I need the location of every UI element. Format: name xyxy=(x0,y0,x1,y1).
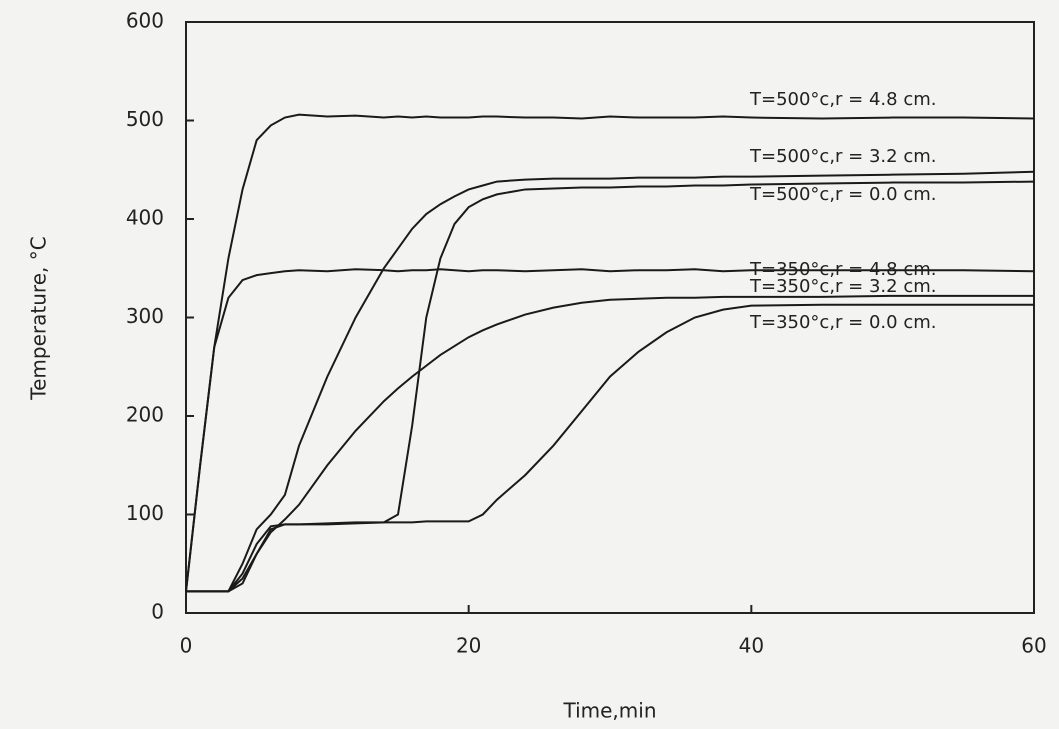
series-label: T=350°c,r = 0.0 cm. xyxy=(749,312,936,333)
x-tick-label: 20 xyxy=(456,634,481,658)
y-axis-label: Temperature, °C xyxy=(27,236,51,400)
series-label: T=500°c,r = 4.8 cm. xyxy=(749,89,936,110)
data-line xyxy=(186,303,1034,593)
y-tick-label: 400 xyxy=(126,206,164,230)
data-line xyxy=(186,180,1035,593)
data-line xyxy=(185,113,1035,592)
data-line xyxy=(186,294,1034,593)
data-line xyxy=(185,268,1035,592)
y-tick-label: 500 xyxy=(126,107,164,131)
y-tick-label: 600 xyxy=(126,9,164,33)
y-tick-label: 300 xyxy=(126,304,164,328)
series-label: T=500°c,r = 3.2 cm. xyxy=(749,146,936,167)
y-tick-label: 100 xyxy=(126,501,164,525)
x-axis-label: Time,min xyxy=(562,699,656,723)
x-tick-label: 60 xyxy=(1021,634,1046,658)
x-tick-label: 0 xyxy=(180,634,193,658)
data-line xyxy=(186,170,1035,593)
y-tick-label: 0 xyxy=(151,600,164,624)
series-label: T=350°c,r = 3.2 cm. xyxy=(749,276,936,297)
series-label: T=500°c,r = 0.0 cm. xyxy=(749,184,936,205)
series-label: T=350°c,r = 4.8 cm. xyxy=(749,259,936,280)
x-tick-label: 40 xyxy=(739,634,764,658)
y-tick-label: 200 xyxy=(126,403,164,427)
